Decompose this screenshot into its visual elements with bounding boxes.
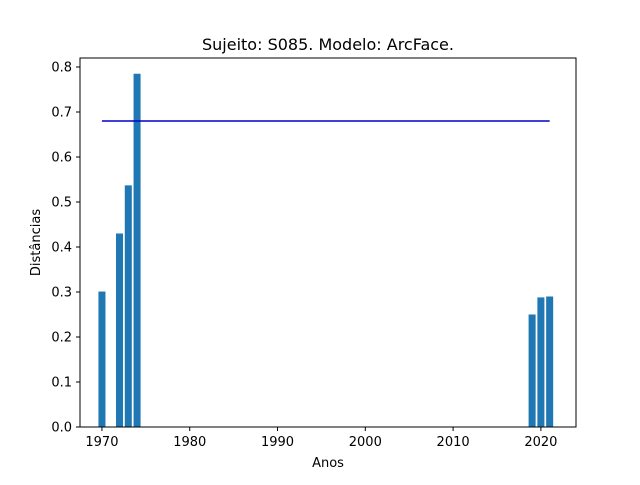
bar-2020	[537, 297, 545, 427]
bar-1973	[124, 185, 132, 427]
chart-title: Sujeito: S085. Modelo: ArcFace.	[202, 35, 454, 54]
x-tick-label: 1990	[261, 435, 294, 450]
bar-1972	[115, 233, 124, 427]
y-tick-label: 0.6	[51, 151, 72, 166]
y-tick-label: 0.7	[51, 106, 72, 121]
axes-frame	[79, 57, 577, 428]
y-tick-label: 0.2	[51, 331, 72, 346]
y-tick-label: 0.5	[51, 196, 72, 211]
bar-2019	[528, 314, 536, 427]
y-tick-label: 0.1	[51, 376, 72, 391]
plot-area	[98, 73, 554, 427]
y-tick-label: 0.4	[51, 241, 72, 256]
ticks: 1970 1980 1990 2000 2010 2020 0.0 0.1 0.2 0.3 0.4 0…	[51, 61, 557, 451]
y-tick-label: 0.8	[51, 61, 72, 76]
x-tick-label: 2010	[437, 435, 470, 450]
x-tick-label: 2000	[349, 435, 382, 450]
bar-1970	[98, 291, 106, 427]
bar-2021	[546, 296, 554, 427]
y-tick-label: 0.3	[51, 286, 72, 301]
x-tick-label: 1980	[173, 435, 206, 450]
y-axis-label: Distâncias	[29, 209, 44, 276]
y-tick-label: 0.0	[51, 421, 72, 436]
x-tick-label: 2020	[524, 435, 557, 450]
bar-1974	[133, 73, 141, 427]
x-tick-label: 1970	[85, 435, 118, 450]
x-axis-label: Anos	[312, 456, 344, 471]
